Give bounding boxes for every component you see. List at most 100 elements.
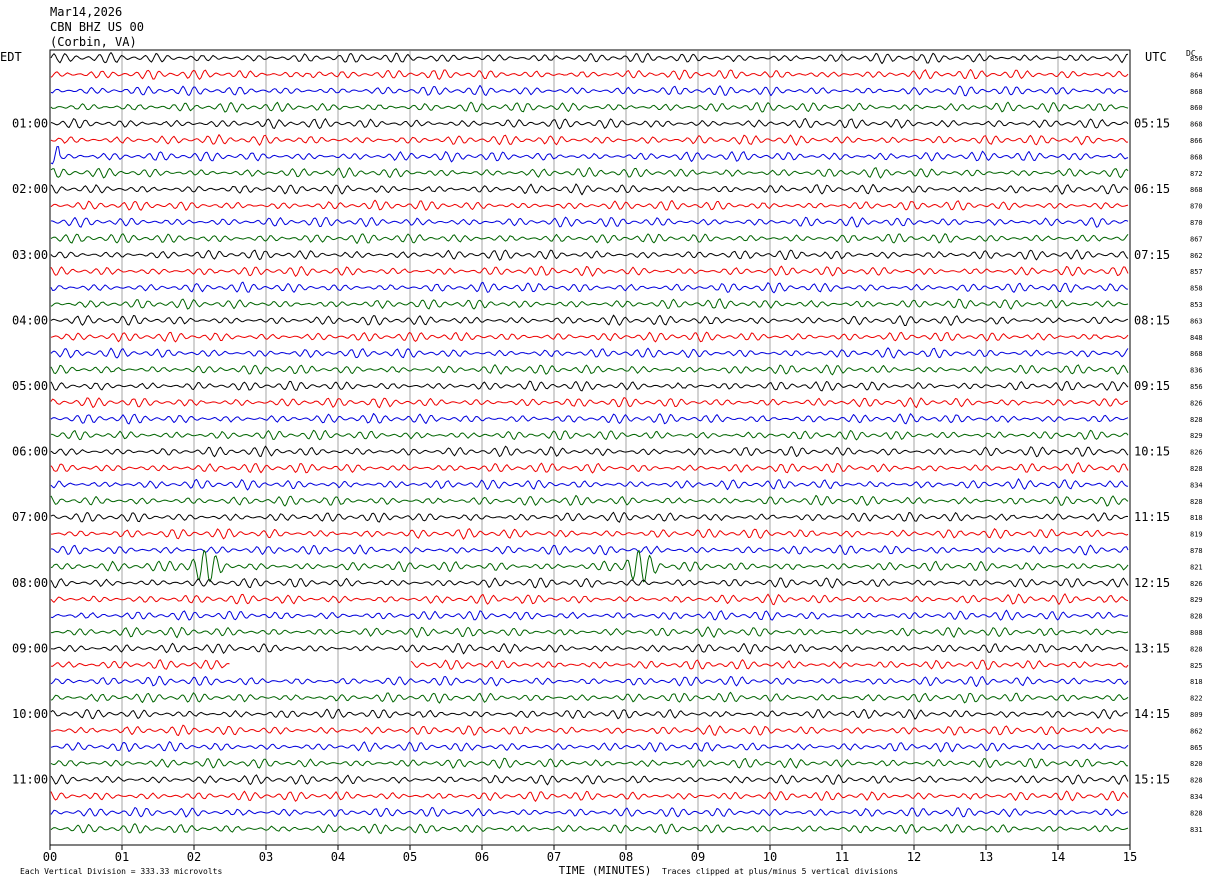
dc-offset-label: 860 (1190, 104, 1203, 112)
dc-offset-label: 878 (1190, 547, 1203, 555)
trace-6 (50, 146, 1129, 165)
trace-0 (50, 52, 1129, 65)
trace-38 (50, 675, 1129, 687)
right-hour-label: 08:15 (1134, 313, 1170, 327)
right-hour-label: 11:15 (1134, 510, 1170, 524)
dc-offset-label: 818 (1190, 514, 1203, 522)
dc-offset-label: 808 (1190, 629, 1203, 637)
x-tick-label: 07 (547, 850, 561, 864)
left-hour-label: 03:00 (12, 248, 48, 262)
scale-note: Each Vertical Division = 333.33 microvol… (20, 867, 223, 876)
x-tick-label: 13 (979, 850, 993, 864)
clip-note: Traces clipped at plus/minus 5 vertical … (662, 867, 899, 876)
trace-42 (50, 741, 1129, 753)
dc-offset-label: 828 (1190, 498, 1203, 506)
left-hour-label: 01:00 (12, 117, 48, 131)
trace-10 (50, 216, 1129, 228)
trace-37 (410, 659, 1129, 670)
trace-20 (50, 380, 1129, 392)
trace-30 (50, 544, 1129, 556)
trace-47 (50, 823, 1129, 835)
right-hour-label: 14:15 (1134, 707, 1170, 721)
dc-offset-label: 822 (1190, 695, 1203, 703)
x-tick-label: 10 (763, 850, 777, 864)
left-hour-label: 04:00 (12, 313, 48, 327)
x-tick-label: 12 (907, 850, 921, 864)
dc-offset-label: 828 (1190, 809, 1203, 817)
trace-24 (50, 445, 1129, 458)
dc-offset-label: 868 (1190, 350, 1203, 358)
left-hour-label: 02:00 (12, 182, 48, 196)
trace-33 (50, 593, 1129, 606)
trace-32 (50, 577, 1129, 589)
x-tick-label: 11 (835, 850, 849, 864)
dc-offset-label: 853 (1190, 301, 1203, 309)
dc-offset-label: 862 (1190, 252, 1203, 260)
dc-offset-label: 818 (1190, 678, 1203, 686)
dc-offset-label: 829 (1190, 432, 1203, 440)
dc-offset-label: 821 (1190, 563, 1203, 571)
trace-23 (50, 429, 1129, 441)
left-hour-label: 09:00 (12, 641, 48, 655)
left-axis-title: EDT (0, 50, 22, 64)
header-date: Mar14,2026 (50, 5, 123, 19)
x-tick-label: 04 (331, 850, 345, 864)
trace-14 (50, 281, 1129, 294)
dc-offset-label: 834 (1190, 481, 1203, 489)
dc-offset-label: 856 (1190, 383, 1203, 391)
dc-offset-label: 826 (1190, 449, 1203, 457)
dc-offset-label: 868 (1190, 121, 1203, 129)
trace-41 (50, 724, 1129, 736)
trace-9 (50, 199, 1129, 211)
trace-46 (50, 806, 1129, 818)
trace-18 (50, 347, 1129, 359)
dc-offset-label: 865 (1190, 744, 1203, 752)
left-hour-label: 05:00 (12, 379, 48, 393)
left-hour-label: 11:00 (12, 773, 48, 787)
trace-21 (50, 397, 1129, 409)
trace-12 (50, 249, 1129, 261)
trace-3 (50, 101, 1129, 113)
trace-36 (50, 642, 1129, 655)
trace-37 (50, 659, 230, 670)
dc-offset-label: 836 (1190, 367, 1203, 375)
x-tick-label: 01 (115, 850, 129, 864)
dc-offset-label: 826 (1190, 399, 1203, 407)
dc-offset-label: 828 (1190, 777, 1203, 785)
left-hour-label: 06:00 (12, 445, 48, 459)
dc-offset-label: 825 (1190, 662, 1203, 670)
x-tick-label: 00 (43, 850, 57, 864)
x-tick-label: 05 (403, 850, 417, 864)
x-tick-label: 02 (187, 850, 201, 864)
dc-offset-label: 819 (1190, 531, 1203, 539)
trace-15 (50, 298, 1129, 310)
trace-31 (50, 549, 1129, 583)
trace-40 (50, 708, 1129, 720)
header-location: (Corbin, VA) (50, 35, 137, 49)
dc-offset-label: 828 (1190, 645, 1203, 653)
trace-44 (50, 774, 1129, 786)
trace-26 (50, 478, 1129, 491)
trace-19 (50, 364, 1129, 376)
x-tick-label: 15 (1123, 850, 1137, 864)
dc-offset-label: 826 (1190, 580, 1203, 588)
dc-offset-label: 856 (1190, 55, 1203, 63)
trace-5 (50, 134, 1129, 146)
dc-offset-label: 848 (1190, 334, 1203, 342)
x-axis-label: TIME (MINUTES) (559, 864, 652, 877)
right-hour-label: 05:15 (1134, 117, 1170, 131)
dc-offset-label: 863 (1190, 317, 1203, 325)
plot-frame (49, 49, 1131, 846)
dc-offset-label: 868 (1190, 88, 1203, 96)
trace-11 (50, 233, 1129, 244)
trace-22 (50, 413, 1129, 425)
dc-offset-label: 828 (1190, 465, 1203, 473)
trace-27 (50, 494, 1129, 507)
left-hour-label: 07:00 (12, 510, 48, 524)
trace-16 (50, 314, 1129, 326)
right-hour-label: 12:15 (1134, 576, 1170, 590)
dc-offset-label: 870 (1190, 219, 1203, 227)
dc-offset-label: 866 (1190, 137, 1203, 145)
right-hour-label: 09:15 (1134, 379, 1170, 393)
